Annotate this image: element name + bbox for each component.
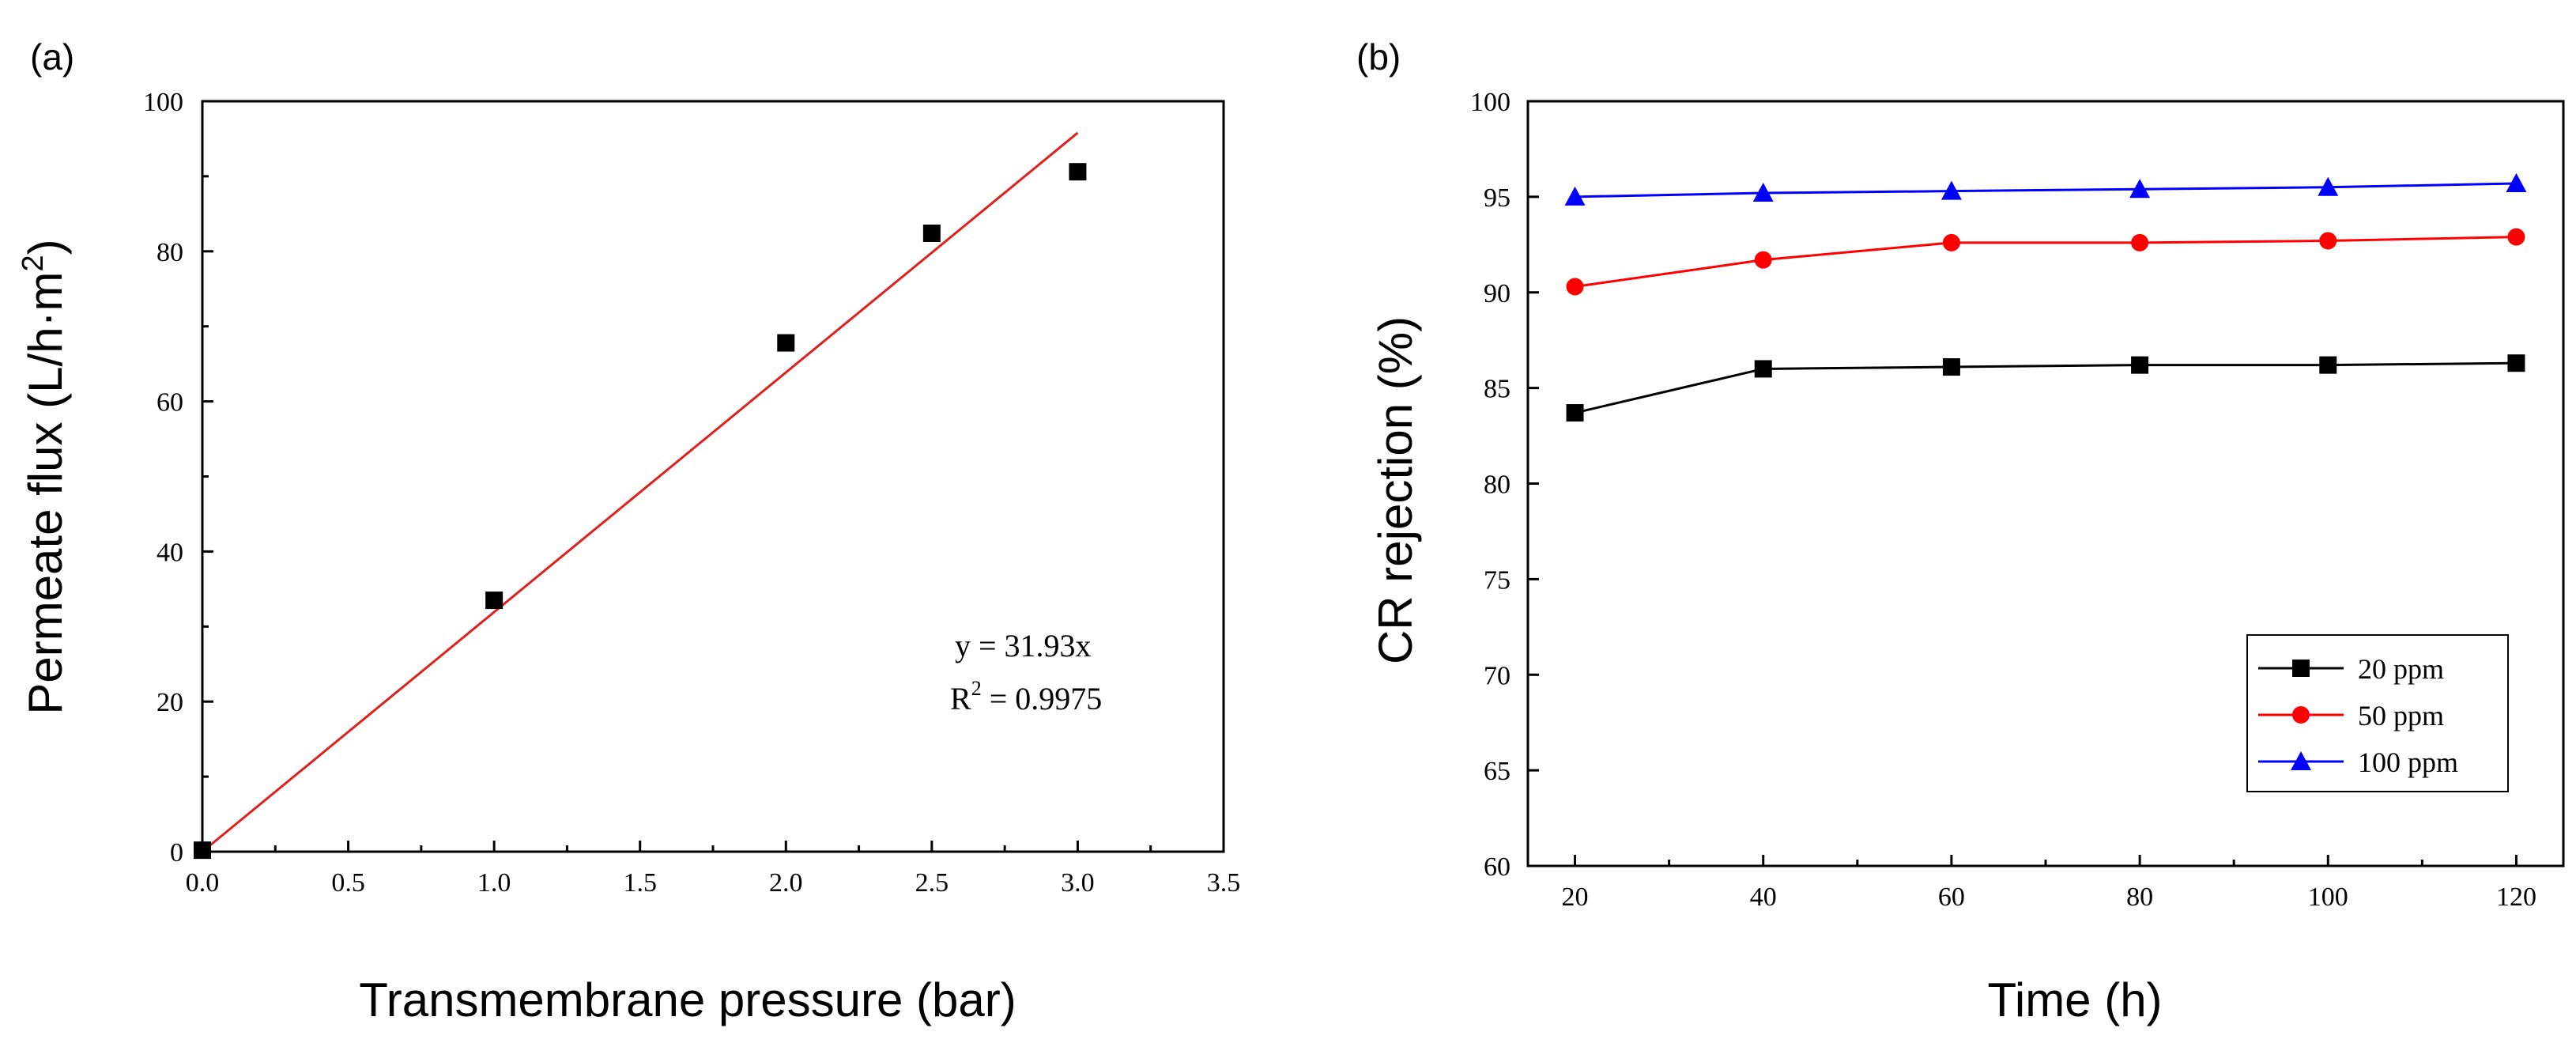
y-tick-label: 85 [1484, 375, 1511, 404]
x-tick-label: 20 [1562, 883, 1589, 912]
panel-b: (b) 20 40 60 80 100 120 60 65 70 75 80 85 90 95 100 2… [1356, 36, 2565, 1026]
data-point-100-ppm [2318, 176, 2339, 196]
y-tick-label: 80 [1484, 471, 1511, 500]
x-tick-label: 120 [2496, 883, 2536, 912]
panel-a-x-ticks: 0.0 0.5 1.0 1.5 2.0 2.5 3.0 3.5 [186, 841, 1241, 898]
panel-a-x-axis-label: Transmembrane pressure (bar) [359, 973, 1016, 1026]
x-tick-label: 0.0 [186, 868, 220, 898]
data-point [194, 841, 211, 860]
legend-marker-100-ppm [2291, 751, 2311, 770]
series-line-100-ppm [1575, 182, 2517, 198]
legend-box [2246, 634, 2509, 792]
data-point-20-ppm [2131, 356, 2149, 374]
y-tick-label: 90 [1484, 279, 1511, 308]
data-point-100-ppm [1564, 186, 1586, 206]
legend-marker-20-ppm [2292, 660, 2310, 677]
x-tick-label: 2.0 [769, 868, 803, 898]
data-point-50-ppm [1754, 251, 1772, 269]
legend-label-20-ppm: 20 ppm [2358, 653, 2444, 685]
legend-marker-50-ppm [2292, 706, 2310, 724]
x-tick-label: 80 [2126, 883, 2153, 912]
data-point-100-ppm [1940, 180, 1962, 200]
series-line-20-ppm [1575, 361, 2517, 414]
panel-b-y-ticks: 60 65 70 75 80 85 90 95 100 [1470, 88, 1539, 882]
panel-b-legend: 20 ppm 50 ppm 100 ppm [2246, 634, 2509, 792]
y-tick-label: 80 [157, 238, 183, 267]
y-tick-label: 75 [1484, 565, 1511, 595]
panel-a: (a) 0.0 0.5 1.0 1.5 2.0 2.5 3.0 3.5 0 20 40 60 80 10… [17, 36, 1240, 1026]
panel-a-data-points [194, 163, 1087, 860]
y-tick-label: 100 [143, 88, 183, 117]
data-point [485, 592, 504, 610]
y-label-main: Permeate flux (L/h·m [19, 271, 72, 714]
data-point-50-ppm [1942, 233, 1960, 251]
x-tick-label: 1.5 [623, 868, 657, 898]
data-point-100-ppm [1752, 183, 1774, 202]
x-tick-label: 3.5 [1207, 868, 1241, 898]
data-point [922, 225, 941, 243]
data-point-50-ppm [2131, 233, 2149, 251]
y-tick-label: 100 [1470, 88, 1511, 117]
r-squared-value: = 0.9975 [982, 681, 1103, 716]
y-tick-label: 70 [1484, 661, 1511, 690]
x-tick-label: 3.0 [1061, 868, 1095, 898]
x-tick-label: 100 [2308, 883, 2348, 912]
x-tick-label: 1.0 [477, 868, 511, 898]
data-point [777, 334, 795, 352]
data-point-20-ppm [1566, 404, 1584, 422]
data-point-20-ppm [1754, 360, 1772, 378]
series-line-50-ppm [1575, 236, 2517, 288]
y-tick-label: 60 [157, 388, 183, 418]
panel-b-y-axis-label: CR rejection (%) [1369, 316, 1422, 664]
panel-a-plot-frame [201, 100, 1225, 853]
panel-a-label: (a) [30, 36, 74, 77]
r-squared-letter: R [950, 681, 971, 716]
data-point-20-ppm [2507, 354, 2525, 372]
data-point-100-ppm [2506, 172, 2527, 192]
x-tick-label: 60 [1938, 883, 1965, 912]
y-label-close: ) [19, 239, 72, 255]
data-point-20-ppm [1942, 358, 1960, 376]
y-tick-label: 60 [1484, 852, 1511, 882]
panel-b-series [1564, 172, 2527, 422]
r-squared-sup: 2 [971, 677, 982, 700]
panel-a-y-ticks: 0 20 40 60 80 100 [143, 88, 213, 867]
x-tick-label: 2.5 [915, 868, 949, 898]
y-label-sup: 2 [17, 255, 50, 271]
y-tick-label: 95 [1484, 183, 1511, 213]
panel-a-fit-r-squared: R2 = 0.9975 [950, 677, 1102, 716]
data-point-100-ppm [2129, 179, 2151, 198]
panel-a-y-axis-label: Permeate flux (L/h·m2) [17, 239, 72, 714]
panel-b-x-axis-label: Time (h) [1987, 973, 2162, 1026]
legend-label-50-ppm: 50 ppm [2358, 700, 2444, 731]
data-point-20-ppm [2319, 356, 2337, 374]
data-point-50-ppm [1566, 278, 1584, 296]
y-tick-label: 20 [157, 688, 183, 717]
x-tick-label: 0.5 [331, 868, 365, 898]
data-point-50-ppm [2319, 232, 2337, 250]
x-tick-label: 40 [1750, 883, 1777, 912]
y-tick-label: 0 [170, 838, 183, 867]
legend-label-100-ppm: 100 ppm [2358, 747, 2458, 778]
panel-b-label: (b) [1356, 36, 1401, 77]
data-point [1069, 163, 1087, 181]
panel-a-fit-equation: y = 31.93x [955, 628, 1092, 663]
data-point-50-ppm [2507, 228, 2525, 246]
panel-b-x-ticks: 20 40 60 80 100 120 [1562, 855, 2536, 912]
panel-a-fit-line [202, 131, 1079, 853]
y-tick-label: 40 [157, 538, 183, 567]
y-tick-label: 65 [1484, 757, 1511, 786]
